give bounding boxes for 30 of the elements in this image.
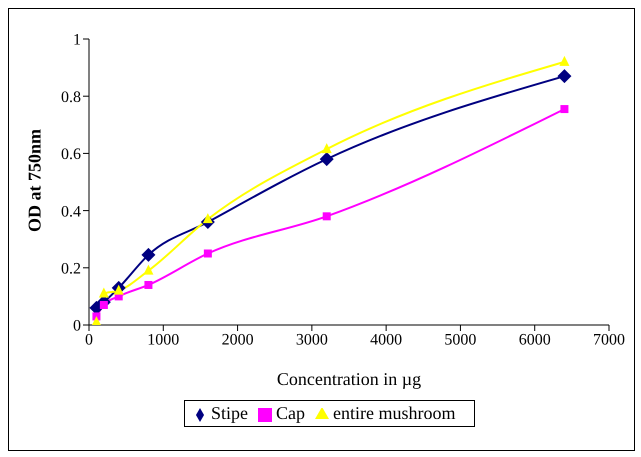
x-tick-label: 6000 (518, 331, 551, 348)
point (322, 212, 331, 220)
x-tick-label: 4000 (370, 331, 402, 348)
x-tick-label: 0 (85, 331, 93, 348)
point (557, 69, 572, 84)
y-tick-label: 1 (73, 32, 81, 49)
y-tick-label: 0 (73, 318, 81, 335)
y-tick-label: 0.2 (61, 260, 81, 278)
point (560, 105, 568, 114)
point (322, 143, 332, 154)
legend-label: Cap (276, 403, 306, 423)
point (144, 280, 152, 289)
x-tick-label: 2000 (222, 331, 254, 348)
point (141, 248, 156, 262)
y-axis-title: OD at 750nm (24, 128, 44, 232)
x-tick-label: 7000 (593, 331, 625, 348)
y-tick-label: 0.8 (61, 88, 81, 106)
legend-label: entire mushroom (333, 403, 456, 423)
point (98, 288, 109, 298)
x-axis-title: Concentration in µg (276, 369, 422, 389)
point (559, 56, 570, 66)
point (320, 152, 334, 166)
y-tick-label: 0.4 (61, 203, 81, 220)
legend-label: Stipe (211, 403, 248, 423)
y-tick-label: 0.6 (61, 146, 81, 164)
point (204, 250, 212, 258)
x-tick-label: 3000 (296, 331, 328, 348)
x-tick-label: 1000 (147, 331, 180, 348)
point (143, 264, 154, 275)
x-tick-label: 5000 (444, 331, 476, 348)
